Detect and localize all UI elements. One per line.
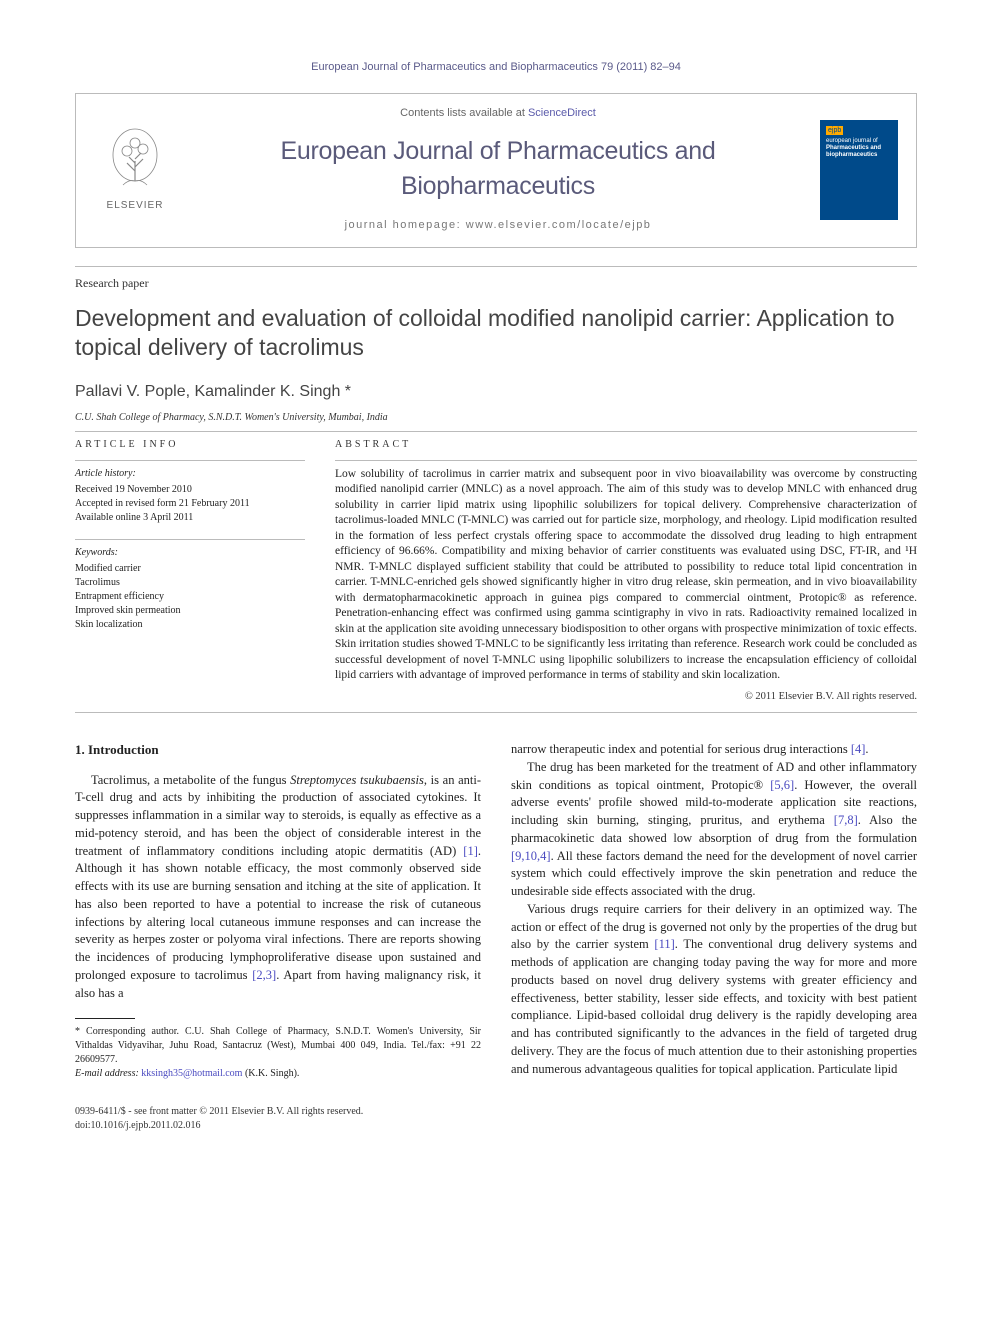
history-label: Article history: — [75, 467, 305, 481]
ref-link[interactable]: [5,6] — [770, 778, 794, 792]
text: . All these factors demand the need for … — [511, 849, 917, 899]
divider — [75, 539, 305, 540]
ref-link[interactable]: [2,3] — [252, 968, 276, 982]
divider — [75, 266, 917, 267]
citation-line: European Journal of Pharmaceutics and Bi… — [75, 60, 917, 75]
intro-heading: 1. Introduction — [75, 741, 481, 759]
keyword: Skin localization — [75, 618, 305, 632]
column-left: 1. Introduction Tacrolimus, a metabolite… — [75, 741, 481, 1081]
text: . Although it has shown notable efficacy… — [75, 844, 481, 982]
email-link[interactable]: kksingh35@hotmail.com — [141, 1068, 242, 1079]
paper-type: Research paper — [75, 275, 917, 292]
homepage-url[interactable]: www.elsevier.com/locate/ejpb — [466, 219, 652, 231]
ref-link[interactable]: [1] — [463, 844, 478, 858]
ref-link[interactable]: [9,10,4] — [511, 849, 551, 863]
para: narrow therapeutic index and potential f… — [511, 741, 917, 759]
para: Various drugs require carriers for their… — [511, 901, 917, 1079]
contents-line: Contents lists available at ScienceDirec… — [194, 106, 802, 121]
email-label: E-mail address: — [75, 1068, 141, 1079]
journal-name: European Journal of Pharmaceutics and Bi… — [194, 134, 802, 204]
text: narrow therapeutic index and potential f… — [511, 742, 851, 756]
doi-line: doi:10.1016/j.ejpb.2011.02.016 — [75, 1119, 917, 1133]
bottom-meta: 0939-6411/$ - see front matter © 2011 El… — [75, 1105, 917, 1133]
keyword: Entrapment efficiency — [75, 590, 305, 604]
journal-cover-thumb: ejpb european journal of Pharmaceutics a… — [820, 120, 898, 220]
cover-line1: european journal of — [826, 138, 878, 144]
publisher-logo: ELSEVIER — [94, 127, 176, 213]
corresponding-author-footnote: * Corresponding author. C.U. Shah Colleg… — [75, 1025, 481, 1081]
publisher-name: ELSEVIER — [107, 199, 164, 213]
history-revised: Accepted in revised form 21 February 201… — [75, 497, 305, 511]
column-right: narrow therapeutic index and potential f… — [511, 741, 917, 1081]
para: The drug has been marketed for the treat… — [511, 759, 917, 901]
keywords-label: Keywords: — [75, 546, 305, 560]
keyword: Tacrolimus — [75, 576, 305, 590]
divider — [335, 460, 917, 461]
abstract-label: ABSTRACT — [335, 438, 917, 452]
history-online: Available online 3 April 2011 — [75, 511, 305, 525]
text: . The conventional drug delivery systems… — [511, 937, 917, 1075]
ref-link[interactable]: [11] — [654, 937, 674, 951]
journal-header: ELSEVIER Contents lists available at Sci… — [75, 93, 917, 248]
homepage-prefix: journal homepage: — [345, 219, 466, 231]
footnote-corr: * Corresponding author. C.U. Shah Colleg… — [75, 1025, 481, 1067]
ref-link[interactable]: [7,8] — [834, 813, 858, 827]
cover-line2: Pharmaceutics and biopharmaceutics — [826, 145, 881, 158]
intro-para-1: Tacrolimus, a metabolite of the fungus S… — [75, 772, 481, 1003]
abstract-copyright: © 2011 Elsevier B.V. All rights reserved… — [335, 690, 917, 704]
text: Tacrolimus, a metabolite of the fungus — [91, 773, 290, 787]
divider — [75, 431, 917, 432]
keyword: Improved skin permeation — [75, 604, 305, 618]
history-received: Received 19 November 2010 — [75, 483, 305, 497]
contents-prefix: Contents lists available at — [400, 107, 528, 119]
email-suffix: (K.K. Singh). — [242, 1068, 299, 1079]
keyword: Modified carrier — [75, 562, 305, 576]
divider — [75, 460, 305, 461]
article-history: Article history: Received 19 November 20… — [75, 467, 305, 525]
affiliation: C.U. Shah College of Pharmacy, S.N.D.T. … — [75, 411, 917, 425]
homepage-line: journal homepage: www.elsevier.com/locat… — [194, 218, 802, 233]
elsevier-tree-icon — [105, 127, 165, 197]
sciencedirect-link[interactable]: ScienceDirect — [528, 107, 596, 119]
authors: Pallavi V. Pople, Kamalinder K. Singh * — [75, 381, 917, 403]
issn-line: 0939-6411/$ - see front matter © 2011 El… — [75, 1105, 917, 1119]
divider — [75, 712, 917, 713]
footnote-rule — [75, 1018, 135, 1019]
species-name: Streptomyces tsukubaensis — [290, 773, 424, 787]
article-title: Development and evaluation of colloidal … — [75, 304, 917, 363]
ref-link[interactable]: [4] — [851, 742, 866, 756]
abstract-text: Low solubility of tacrolimus in carrier … — [335, 467, 917, 684]
body-columns: 1. Introduction Tacrolimus, a metabolite… — [75, 741, 917, 1081]
article-info-label: ARTICLE INFO — [75, 438, 305, 452]
keywords-block: Keywords: Modified carrier Tacrolimus En… — [75, 546, 305, 632]
text: . — [865, 742, 868, 756]
